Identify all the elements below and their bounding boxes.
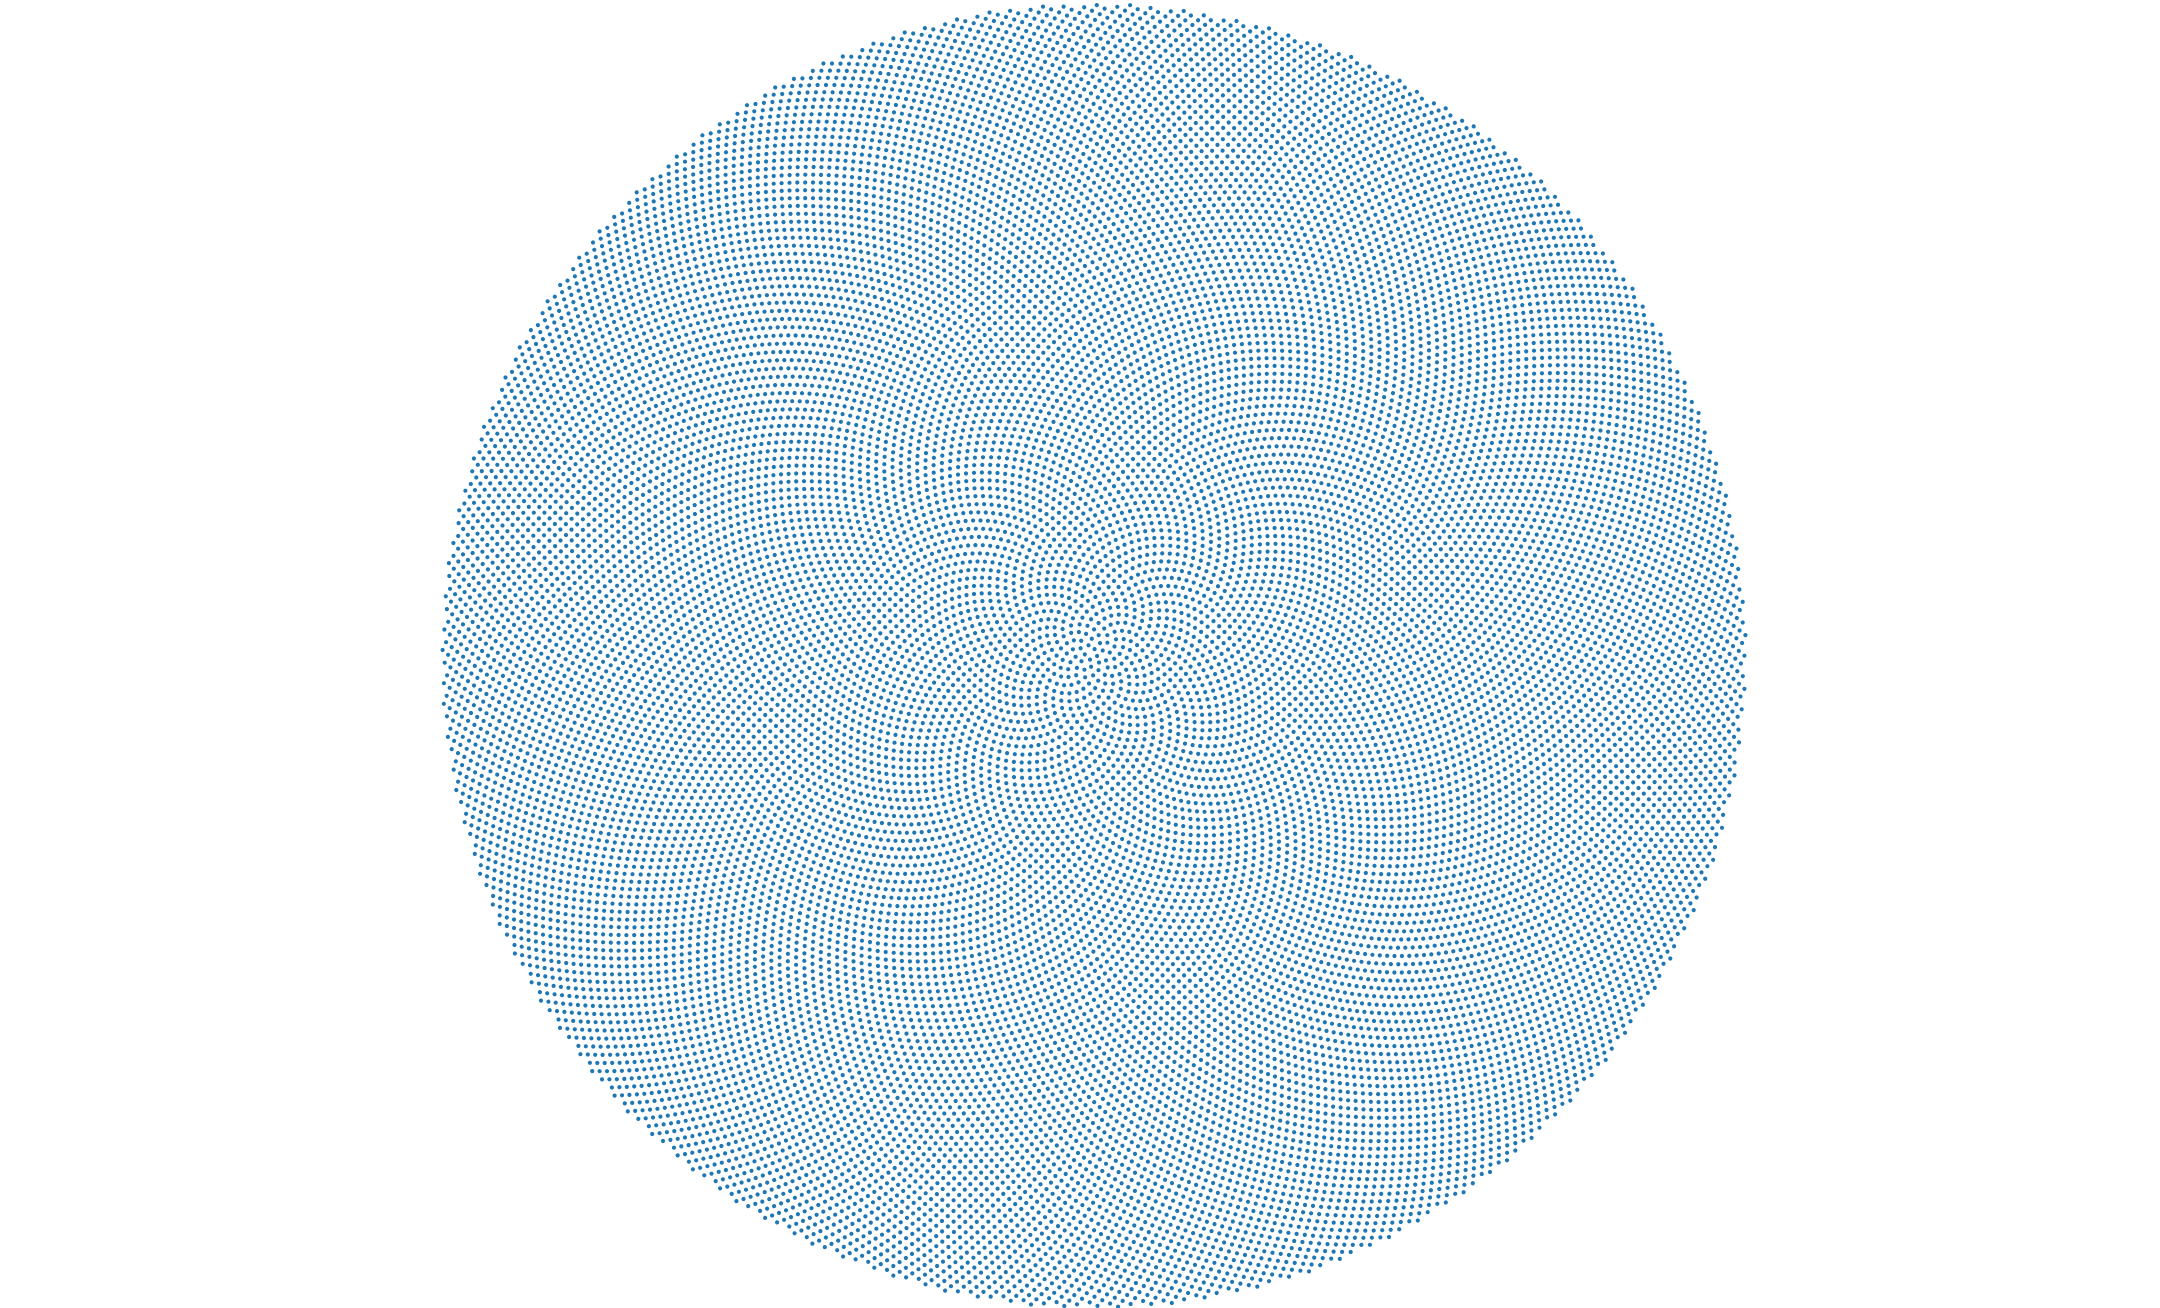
spiral-figure bbox=[0, 0, 2160, 1308]
page: {"figure": {"color": "#1f77b4"}} (() => … bbox=[0, 0, 2160, 1308]
background bbox=[0, 0, 2160, 1308]
